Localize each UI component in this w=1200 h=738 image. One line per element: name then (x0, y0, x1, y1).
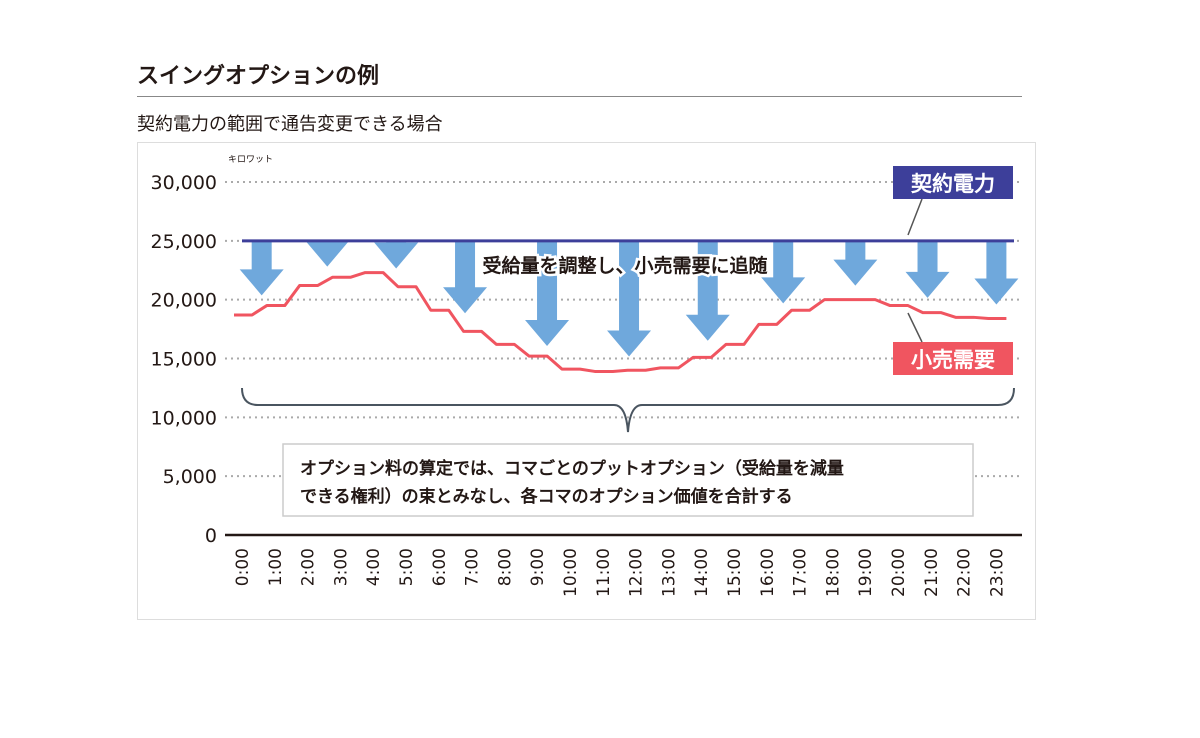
retail-demand-line (234, 271, 1007, 373)
x-tick-label: 1:00 (266, 548, 286, 586)
title-divider (137, 96, 1022, 97)
x-tick-label: 3:00 (331, 548, 351, 586)
x-tick-label: 4:00 (364, 548, 384, 586)
x-tick-label: 23:00 (987, 548, 1007, 597)
x-tick-label: 16:00 (758, 548, 778, 597)
contract-pointer (907, 198, 923, 236)
down-arrow (685, 240, 730, 341)
down-arrow (607, 240, 652, 357)
down-arrow (525, 240, 570, 347)
x-tick-label: 20:00 (889, 548, 909, 597)
x-tick-label: 10:00 (561, 548, 581, 597)
down-arrow (905, 240, 950, 298)
option-note-line1: オプション料の算定では、コマごとのプットオプション（受給量を減量 (300, 458, 844, 479)
x-tick-label: 0:00 (233, 548, 253, 586)
x-tick-label: 7:00 (463, 548, 483, 586)
page-title: スイングオプションの例 (137, 64, 380, 89)
contract-label: 契約電力 (910, 172, 995, 196)
x-tick-label: 17:00 (791, 548, 811, 597)
y-tick-label: 15,000 (151, 349, 217, 371)
y-tick-label: 0 (205, 525, 217, 547)
contract-label-box (893, 166, 1013, 199)
page-subtitle: 契約電力の範囲で通告変更できる場合 (137, 114, 443, 135)
y-tick-label: 20,000 (151, 290, 217, 312)
down-arrow (374, 240, 419, 269)
x-tick-label: 22:00 (955, 548, 975, 597)
y-tick-label: 30,000 (151, 172, 217, 194)
down-arrow (974, 240, 1019, 305)
option-note-line2: できる権利）の束とみなし、各コマのオプション価値を合計する (300, 486, 793, 507)
x-tick-label: 12:00 (627, 548, 647, 597)
down-arrow (833, 240, 878, 286)
bracket (241, 387, 1015, 433)
demand-label: 小売需要 (911, 348, 995, 372)
x-tick-label: 8:00 (495, 548, 515, 586)
down-arrow (305, 240, 350, 267)
x-tick-label: 2:00 (299, 548, 319, 586)
x-tick-label: 15:00 (725, 548, 745, 597)
x-tick-label: 11:00 (594, 548, 614, 597)
demand-label-box (893, 342, 1013, 375)
option-note-box (282, 443, 974, 517)
y-tick-label: 25,000 (151, 231, 217, 253)
x-tick-label: 21:00 (922, 548, 942, 597)
x-tick-label: 9:00 (528, 548, 548, 586)
y-tick-label: 10,000 (151, 407, 217, 429)
x-tick-label: 18:00 (823, 548, 843, 597)
down-arrow (761, 240, 806, 304)
x-tick-label: 6:00 (430, 548, 450, 586)
x-tick-label: 14:00 (692, 548, 712, 597)
unit-label: キロワット (228, 155, 273, 165)
adjust-label: 受給量を調整し、小売需要に追随 (482, 254, 767, 277)
down-arrow (443, 240, 488, 314)
down-arrow (239, 240, 284, 296)
chart-panel (137, 142, 1036, 620)
x-tick-label: 5:00 (397, 548, 417, 586)
y-tick-label: 5,000 (163, 466, 217, 488)
x-tick-label: 13:00 (659, 548, 679, 597)
x-tick-label: 19:00 (856, 548, 876, 597)
demand-pointer (907, 312, 923, 343)
